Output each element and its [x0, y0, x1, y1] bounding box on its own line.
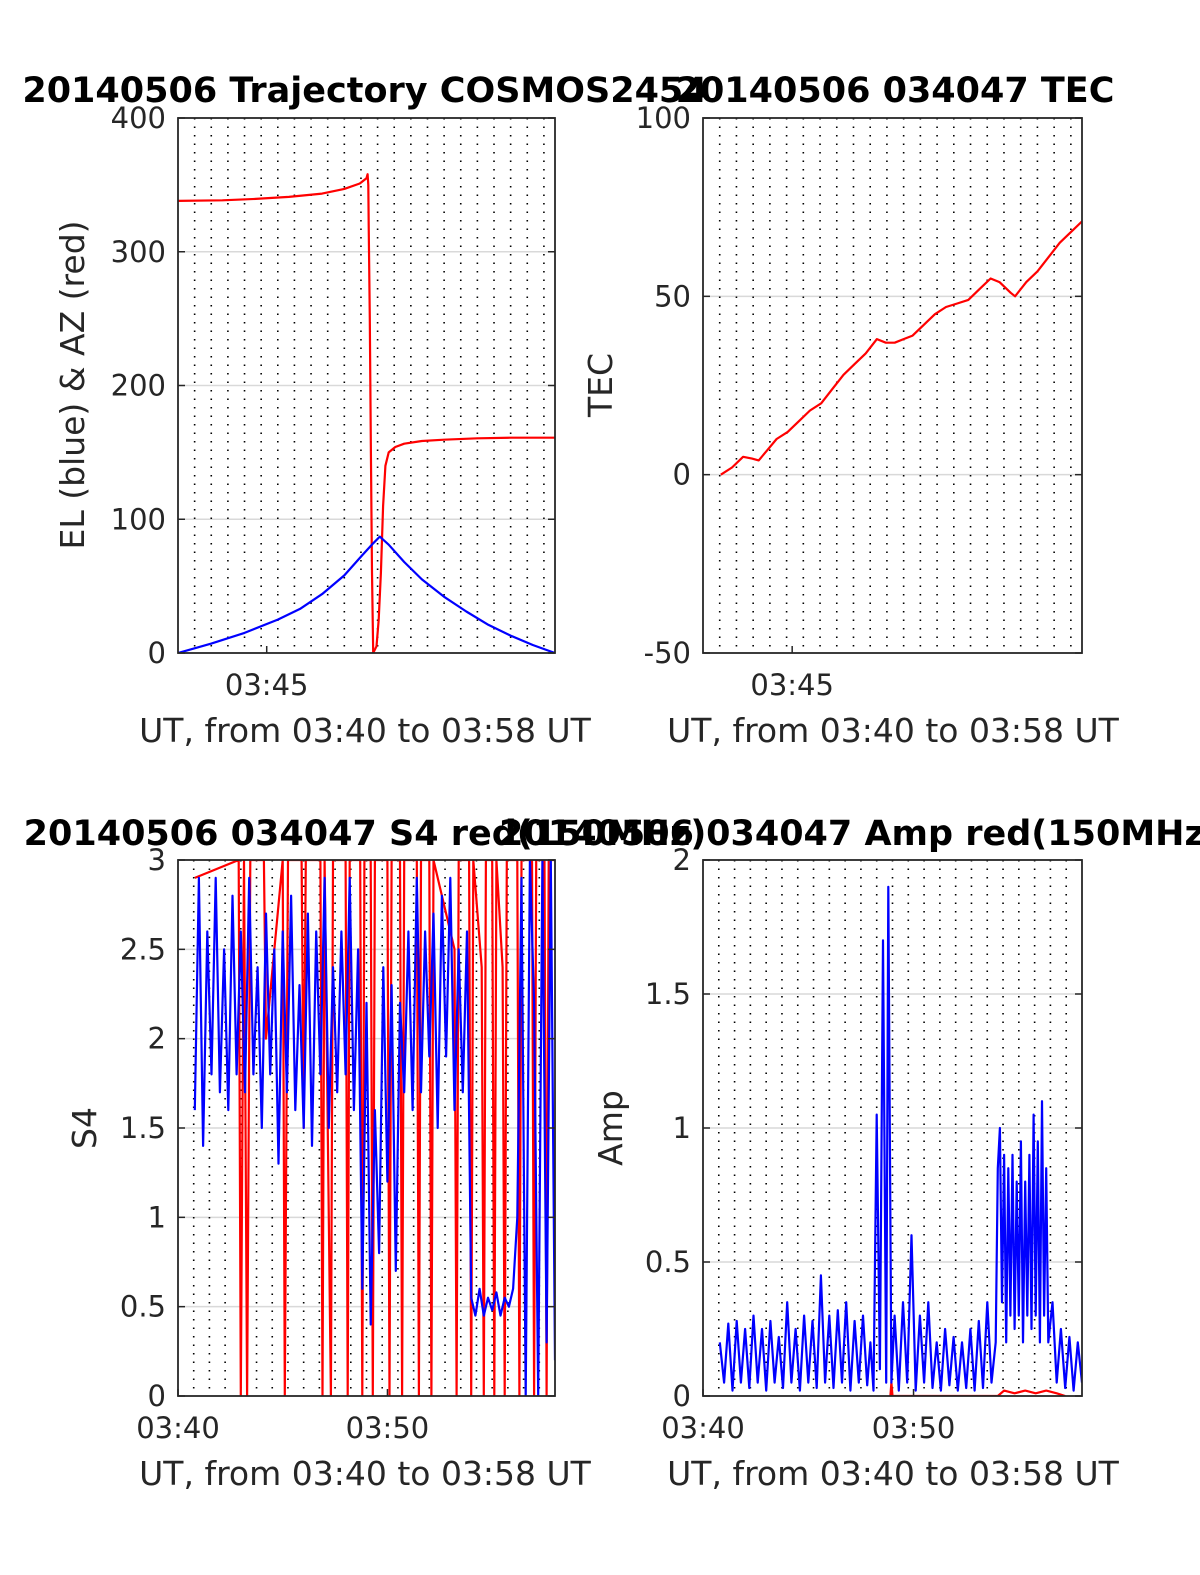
y-tick-label: 1 [673, 1111, 691, 1145]
y-tick-label: 0.5 [645, 1245, 691, 1279]
y-tick-label: 2 [148, 1022, 166, 1056]
y-axis-label: TEC [581, 353, 620, 418]
series-group [718, 885, 1082, 1396]
x-tick-label: 03:50 [872, 1411, 956, 1445]
y-tick-label: 0 [148, 1379, 166, 1413]
series-group [720, 220, 1082, 476]
series-group [193, 860, 555, 1396]
y-tick-label: 3 [148, 843, 166, 877]
x-tick-label: 03:45 [750, 668, 834, 702]
y-tick-label: 400 [111, 101, 166, 135]
x-axis-label: UT, from 03:40 to 03:58 UT [139, 1454, 592, 1493]
series-line-red-0 [178, 173, 375, 653]
series-line-red-0 [720, 220, 1082, 476]
y-tick-label: 50 [654, 279, 691, 313]
y-tick-label: 0 [673, 1379, 691, 1413]
x-tick-label: 03:50 [346, 1411, 430, 1445]
x-axis-label: UT, from 03:40 to 03:58 UT [667, 1454, 1120, 1493]
y-tick-label: 0 [148, 636, 166, 670]
y-tick-label: 1.5 [120, 1111, 166, 1145]
chart-trajectory: 0 100 200 300 400 03:45 UT, from 03:40 to 03:5… [53, 101, 592, 750]
series-line-red-0 [194, 860, 555, 1396]
y-tick-label: -50 [644, 636, 691, 670]
y-tick-label: 0.5 [120, 1290, 166, 1324]
series-line-red-1 [372, 436, 555, 653]
series-line-red-0 [889, 1381, 1066, 1396]
series-group [178, 173, 555, 653]
y-tick-label: 2 [673, 843, 691, 877]
y-tick-label: 1.5 [645, 977, 691, 1011]
y-tick-label: 300 [111, 235, 166, 269]
chart-amp: 0 0.5 1 1.5 2 03:40 03:50 UT, from 03:40 to 03:… [591, 843, 1120, 1493]
y-tick-label: 200 [111, 369, 166, 403]
y-tick-label: 2.5 [120, 932, 166, 966]
plot-frame [702, 117, 1083, 654]
x-axis-label: UT, from 03:40 to 03:58 UT [139, 711, 592, 750]
y-axis-label: Amp [591, 1090, 630, 1166]
chart-title-trajectory: 20140506 Trajectory COSMOS2454 [22, 71, 707, 111]
y-tick-label: 100 [636, 101, 691, 135]
chart-title-amp: 20140506 034047 Amp red(150MHz) [499, 814, 1200, 854]
chart-title-s4: 20140506 034047 S4 red(150MHz) [24, 814, 707, 854]
x-axis-label: UT, from 03:40 to 03:58 UT [667, 711, 1120, 750]
x-tick-label: 03:40 [661, 1411, 745, 1445]
y-tick-label: 100 [111, 502, 166, 536]
y-tick-label: 1 [148, 1200, 166, 1234]
y-tick-label: 0 [673, 458, 691, 492]
chart-s4: 0 0.5 1 1.5 2 2.5 3 03:40 03:50 UT, from 03:40 to… [65, 843, 592, 1493]
chart-tec: -50 0 50 100 03:45 UT, from 03:40 to 03:58 UT… [581, 101, 1120, 750]
series-line-blue-2 [178, 535, 555, 653]
y-axis-label: S4 [65, 1107, 104, 1149]
y-axis-label: EL (blue) & AZ (red) [53, 220, 92, 549]
series-line-blue-1 [718, 885, 1082, 1392]
chart-title-tec: 20140506 034047 TEC [676, 71, 1115, 111]
series-line-blue-1 [193, 860, 555, 1396]
x-tick-label: 03:40 [136, 1411, 220, 1445]
x-tick-label: 03:45 [225, 668, 309, 702]
